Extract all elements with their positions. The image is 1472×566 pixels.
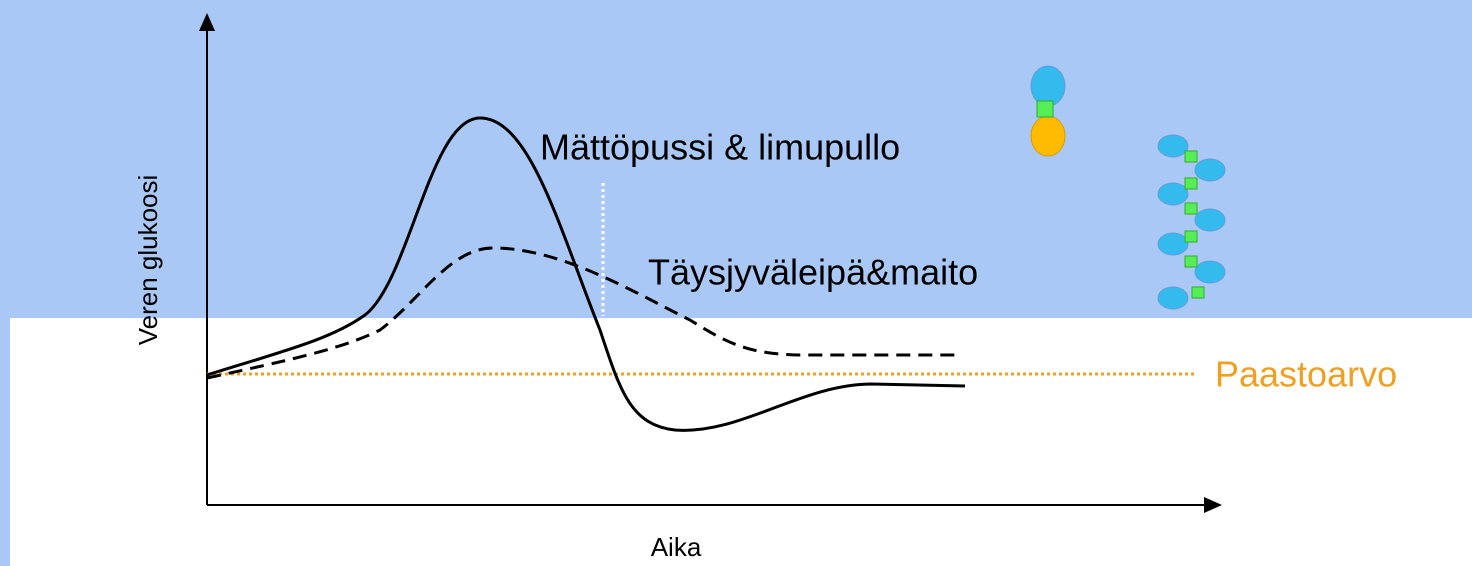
whole-grain-label: Täysjyväleipä&maito xyxy=(648,252,978,293)
fast-food-label: Mättöpussi & limupullo xyxy=(540,127,900,168)
blue-strip xyxy=(0,0,10,566)
y-axis-label: Veren glukoosi xyxy=(133,175,163,346)
x-axis-label: Aika xyxy=(651,532,702,562)
diagram: Mättöpussi & limupullo Täysjyväleipä&mai… xyxy=(0,0,1472,566)
fasting-label: Paastoarvo xyxy=(1215,354,1397,395)
